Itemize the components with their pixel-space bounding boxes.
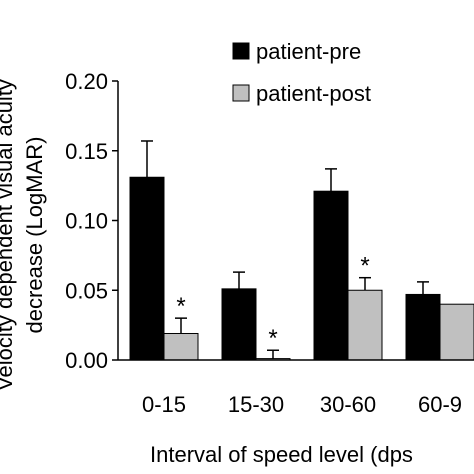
y-tick-label: 0.20 bbox=[65, 69, 108, 94]
legend-label-patient-pre: patient-pre bbox=[256, 39, 361, 64]
significance-marker: * bbox=[176, 293, 185, 320]
bar-patient-post-0-15 bbox=[163, 332, 199, 361]
bar-patient-pre-60-9 bbox=[405, 293, 441, 361]
y-tick-label: 0.10 bbox=[65, 209, 108, 234]
y-axis-title-line2: decrease (LogMAR) bbox=[22, 137, 47, 334]
plot-area: * * * bbox=[129, 140, 474, 361]
significance-marker: * bbox=[268, 325, 277, 352]
y-axis-title-line1: Velocity dependent visual acuity bbox=[0, 79, 17, 391]
y-tick-label: 0.05 bbox=[65, 278, 108, 303]
bar-patient-pre-30-60 bbox=[313, 190, 349, 361]
x-tick-label: 60-9 bbox=[418, 392, 462, 417]
y-tick-label: 0.00 bbox=[65, 348, 108, 373]
bar-patient-pre-0-15 bbox=[129, 176, 165, 361]
bar-patient-post-60-9 bbox=[439, 303, 474, 361]
legend-label-patient-post: patient-post bbox=[256, 81, 371, 106]
legend-swatch-patient-post bbox=[232, 84, 250, 102]
x-axis-title: Interval of speed level (dps bbox=[150, 442, 413, 467]
bar-patient-post-30-60 bbox=[347, 289, 383, 361]
legend-swatch-patient-pre bbox=[232, 42, 250, 60]
x-tick-label: 15-30 bbox=[228, 392, 284, 417]
x-axis-ticks: 0-15 15-30 30-60 60-9 bbox=[142, 392, 462, 417]
x-tick-label: 0-15 bbox=[142, 392, 186, 417]
bar-patient-pre-15-30 bbox=[221, 288, 257, 361]
y-tick-label: 0.15 bbox=[65, 139, 108, 164]
legend: patient-pre patient-post bbox=[232, 39, 371, 106]
y-axis-ticks: 0.00 0.05 0.10 0.15 0.20 bbox=[65, 69, 118, 373]
significance-marker: * bbox=[360, 253, 369, 280]
x-tick-label: 30-60 bbox=[320, 392, 376, 417]
